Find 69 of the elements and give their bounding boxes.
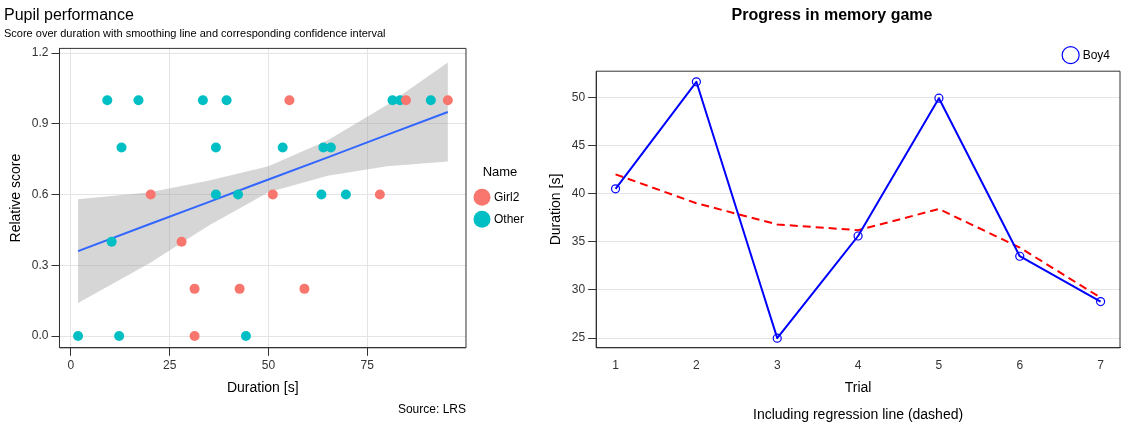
point xyxy=(277,142,288,153)
y-tick-label: 0.0 xyxy=(31,328,49,343)
point xyxy=(853,231,863,241)
point xyxy=(73,331,84,342)
y-tick-label: 1.2 xyxy=(31,45,49,60)
point xyxy=(116,142,127,153)
point xyxy=(316,189,327,200)
y-tick-label: 30 xyxy=(571,282,586,297)
x-tick-label: 3 xyxy=(773,358,781,373)
point xyxy=(610,184,621,194)
legend-label: Other xyxy=(493,211,524,226)
point xyxy=(197,95,208,106)
point xyxy=(1096,296,1106,307)
point xyxy=(145,189,156,200)
point xyxy=(1015,251,1025,261)
x-axis-title: Trial xyxy=(844,379,872,396)
point xyxy=(340,189,351,200)
point xyxy=(210,142,221,153)
x-tick-label: 50 xyxy=(261,358,276,373)
point xyxy=(442,95,453,106)
chart-subtitle: Score over duration with smoothing line and corresponding confidence interval xyxy=(4,26,386,39)
y-tick-label: 45 xyxy=(571,137,586,152)
point xyxy=(221,95,232,106)
y-axis-title: Relative score xyxy=(7,153,24,243)
x-tick-label: 5 xyxy=(935,358,943,373)
legend-title: Name xyxy=(482,163,518,179)
y-tick-label: 25 xyxy=(571,330,586,345)
x-axis-title: Duration [s] xyxy=(226,379,299,396)
x-tick-label: 75 xyxy=(360,358,375,373)
x-tick-label: 4 xyxy=(854,358,862,373)
legend-label: Boy4 xyxy=(1082,47,1111,62)
point xyxy=(772,333,782,343)
point xyxy=(425,95,436,106)
y-tick-label: 0.6 xyxy=(31,186,49,201)
point xyxy=(374,189,385,200)
x-tick-label: 25 xyxy=(163,358,177,373)
y-tick-label: 0.3 xyxy=(31,257,49,272)
point xyxy=(233,189,244,200)
y-tick-label: 35 xyxy=(571,234,586,249)
point xyxy=(189,331,200,342)
point xyxy=(210,189,221,200)
y-tick-label: 50 xyxy=(571,89,586,104)
point xyxy=(102,95,113,106)
x-tick-label: 0 xyxy=(67,358,75,373)
point xyxy=(189,283,200,294)
chart-title: Pupil performance xyxy=(4,6,134,24)
x-tick-label: 2 xyxy=(693,358,701,373)
point xyxy=(234,283,245,294)
x-tick-label: 6 xyxy=(1016,358,1024,373)
y-tick-label: 0.9 xyxy=(31,116,49,131)
y-tick-label: 40 xyxy=(571,185,586,200)
y-axis-title: Duration [s] xyxy=(547,173,564,246)
point xyxy=(284,95,295,106)
point xyxy=(176,236,187,247)
text: Including regression line (dashed) xyxy=(753,405,964,422)
point xyxy=(106,236,117,247)
point xyxy=(691,77,701,87)
point xyxy=(400,95,411,106)
x-tick-label: 7 xyxy=(1097,358,1105,373)
legend-label: Girl2 xyxy=(493,189,520,204)
point xyxy=(299,283,310,294)
point xyxy=(934,93,944,103)
point xyxy=(240,331,251,342)
point xyxy=(133,95,144,106)
source-note: Source: LRS xyxy=(397,402,466,416)
chart-title: Progress in memory game xyxy=(731,6,933,24)
point xyxy=(267,189,278,200)
point xyxy=(114,331,125,342)
x-tick-label: 1 xyxy=(612,358,620,373)
